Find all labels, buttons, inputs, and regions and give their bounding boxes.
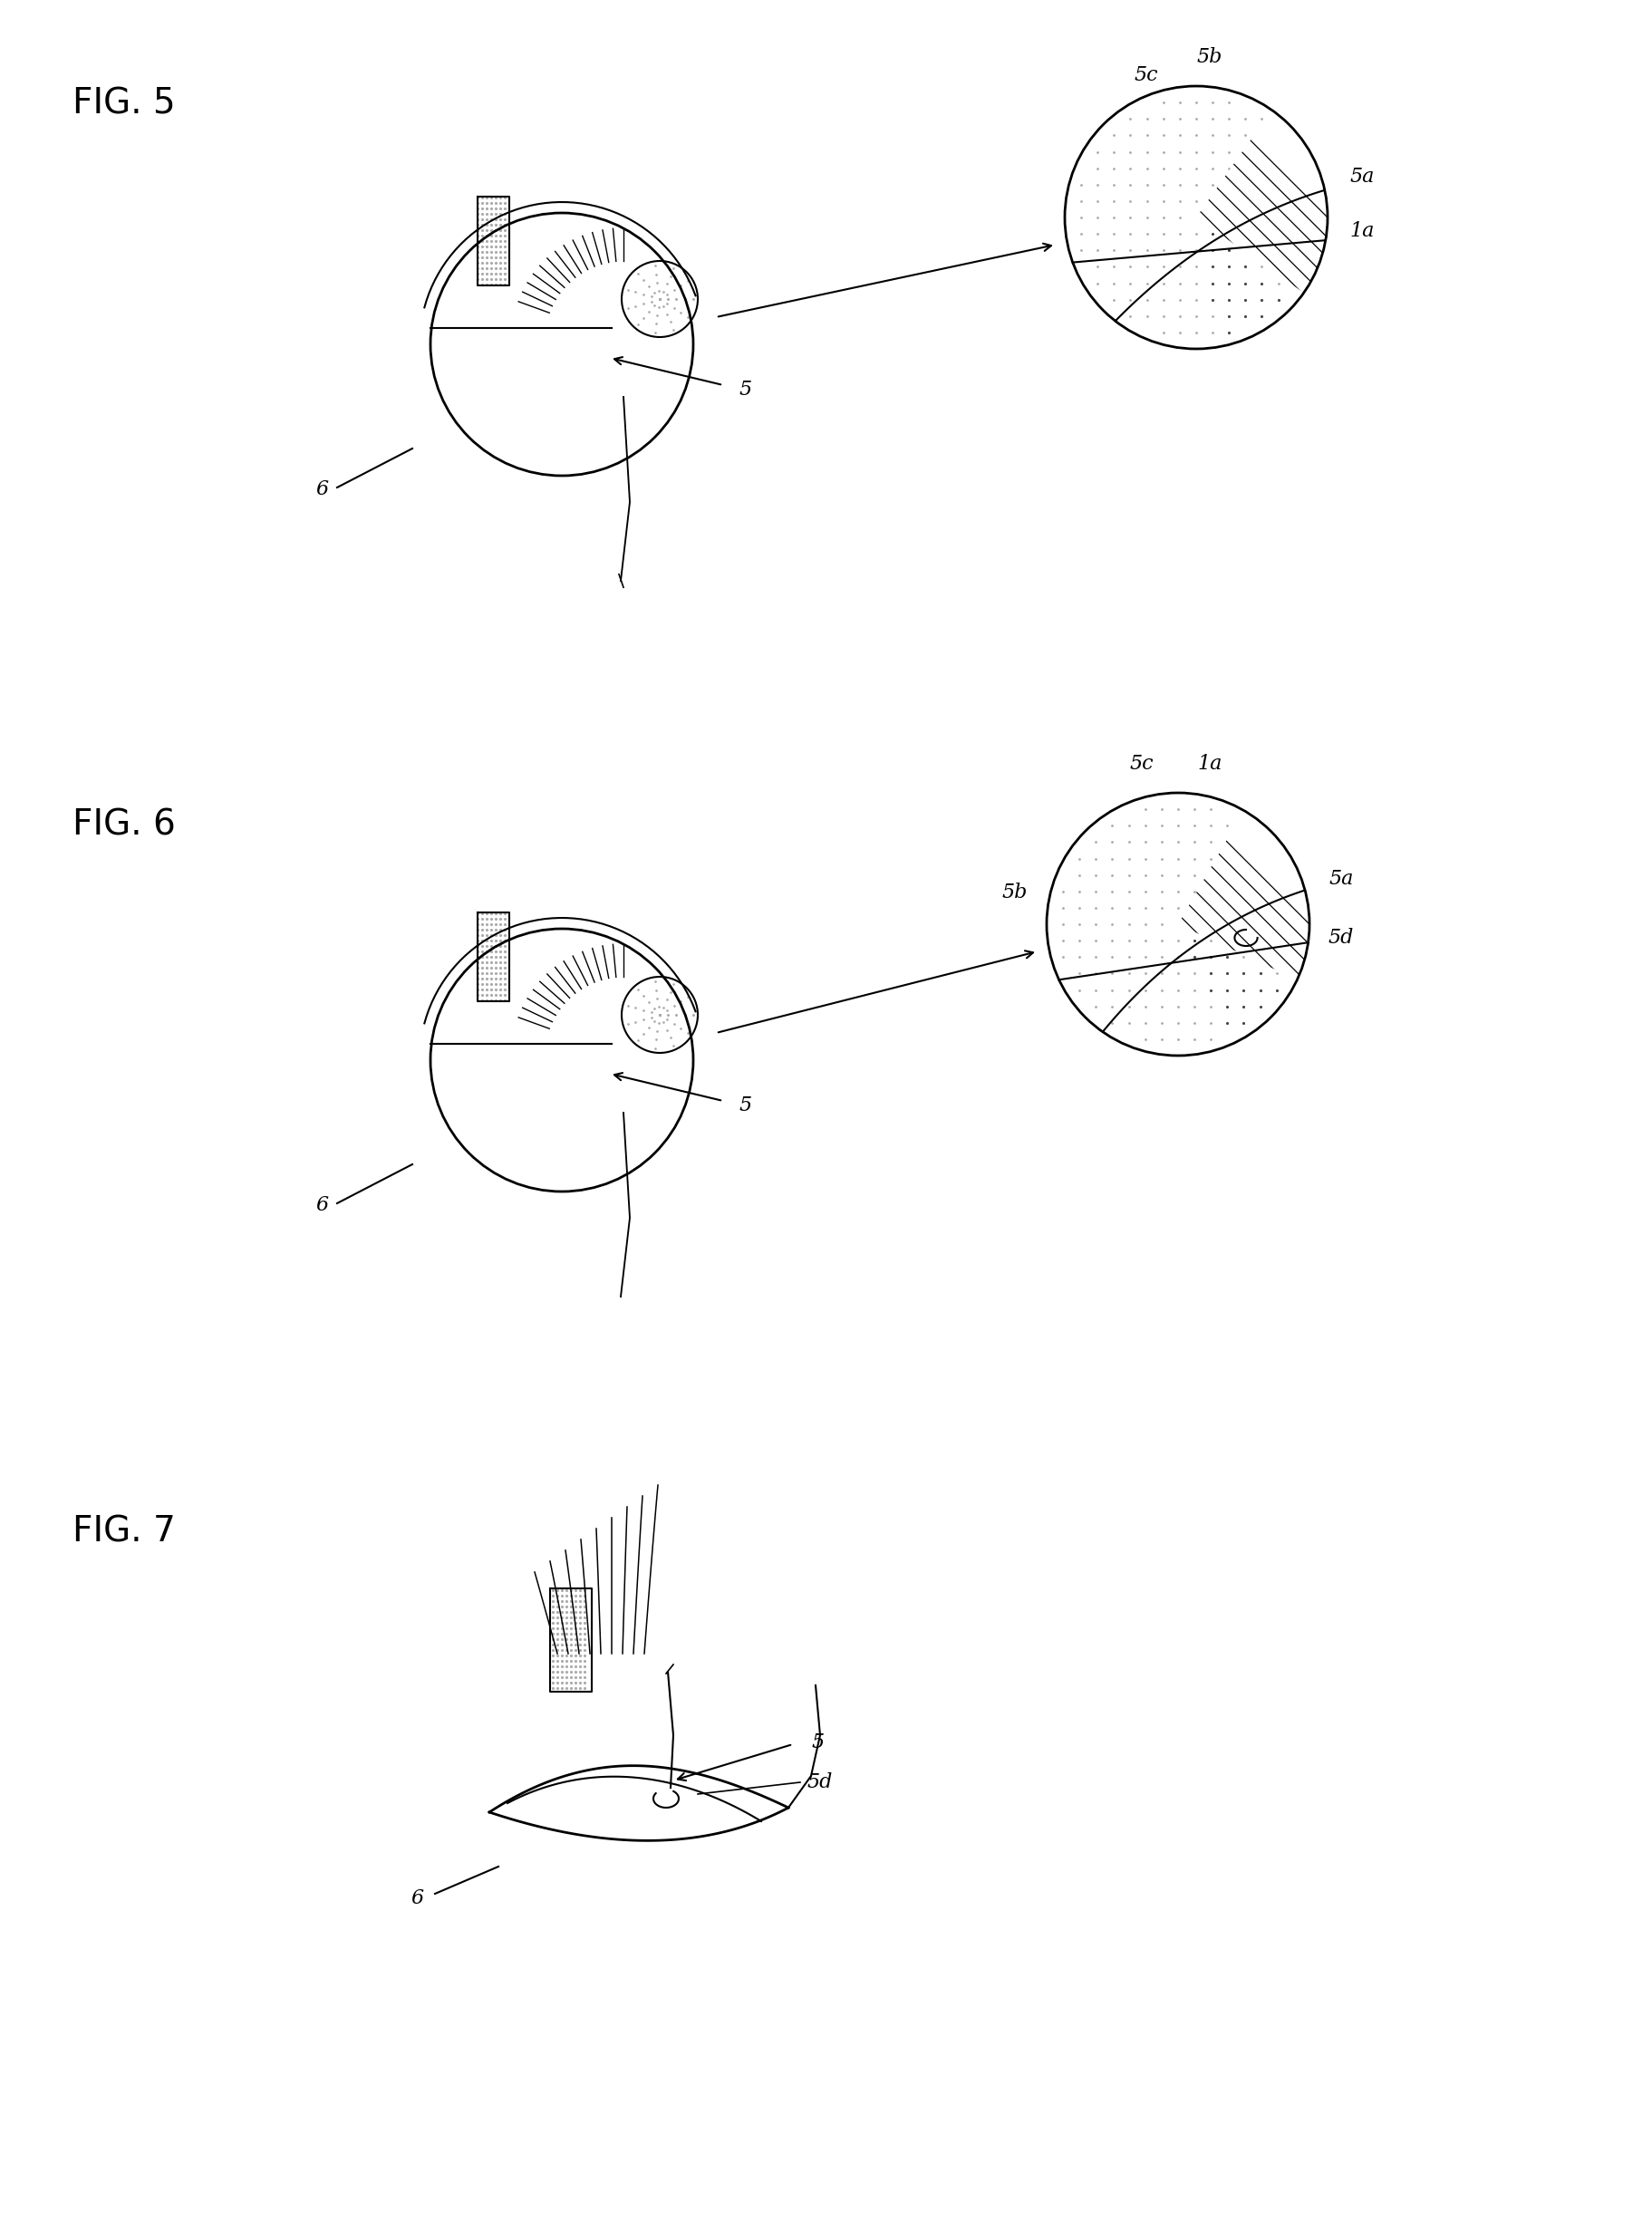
Text: 6: 6 — [316, 479, 327, 499]
Text: 5a: 5a — [1328, 869, 1353, 889]
Text: FIG. 6: FIG. 6 — [73, 807, 175, 843]
Text: 5d: 5d — [806, 1772, 833, 1792]
Text: 5d: 5d — [1328, 927, 1353, 947]
Text: 1a: 1a — [1350, 221, 1374, 241]
Text: 6: 6 — [316, 1195, 327, 1215]
Text: 6: 6 — [410, 1888, 423, 1908]
Text: 5a: 5a — [1350, 167, 1374, 187]
Polygon shape — [1178, 811, 1308, 981]
Text: 1a: 1a — [1196, 753, 1221, 773]
Text: 5: 5 — [738, 379, 752, 399]
Text: 5: 5 — [811, 1732, 824, 1752]
Text: 5b: 5b — [1001, 883, 1028, 903]
Text: FIG. 7: FIG. 7 — [73, 1513, 175, 1549]
Polygon shape — [1196, 109, 1327, 292]
Text: 5: 5 — [738, 1094, 752, 1114]
Text: 5b: 5b — [1196, 47, 1222, 67]
Text: FIG. 5: FIG. 5 — [73, 87, 175, 120]
Text: 5c: 5c — [1133, 65, 1158, 85]
Text: 5c: 5c — [1128, 753, 1153, 773]
